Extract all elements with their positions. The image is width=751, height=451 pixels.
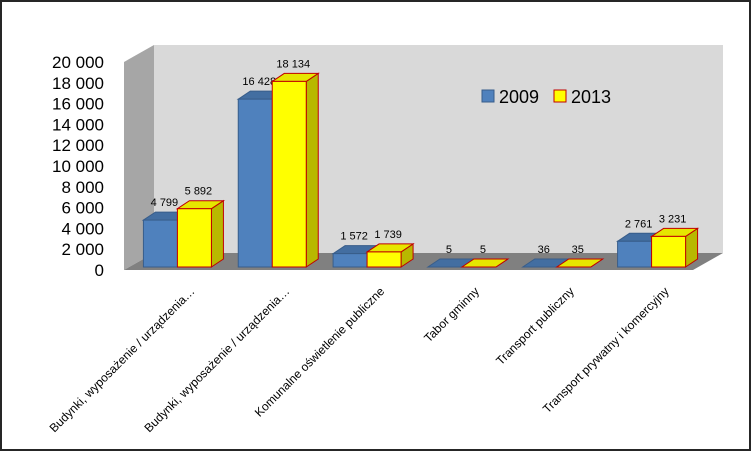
legend-swatch-2009 — [481, 89, 495, 103]
data-label: 16 428 — [242, 76, 276, 88]
data-label: 2 761 — [625, 218, 653, 230]
bar-front-face — [142, 219, 178, 268]
data-label: 18 134 — [276, 58, 310, 70]
bar-2013-1 — [270, 72, 320, 268]
bar-side-face — [305, 72, 319, 268]
y-tick-label: 8 000 — [61, 178, 104, 197]
y-tick-label: 6 000 — [61, 199, 104, 218]
legend-label-2009: 2009 — [499, 87, 539, 107]
bar-2013-0 — [175, 199, 226, 268]
category-label: Tabor gminny — [421, 284, 482, 345]
y-tick-label: 18 000 — [52, 74, 104, 93]
bar-front-face — [651, 235, 687, 268]
data-label: 35 — [572, 244, 584, 256]
data-label: 3 231 — [659, 213, 687, 225]
bar-top-face — [555, 258, 605, 268]
y-tick-label: 14 000 — [52, 115, 104, 134]
bar-front-face — [237, 98, 273, 268]
y-tick-label: 20 000 — [52, 53, 104, 72]
y-tick-label: 10 000 — [52, 157, 104, 176]
bar-2013-5 — [649, 227, 700, 268]
plot-side-wall — [124, 45, 154, 270]
bar-front-face — [366, 251, 402, 268]
category-label: Transport publiczny — [493, 284, 577, 368]
y-tick-label: 12 000 — [52, 136, 104, 155]
bar-top-face — [460, 258, 510, 268]
legend-swatch-2013 — [553, 89, 567, 103]
legend-label-2013: 2013 — [571, 87, 611, 107]
bar-2013-2 — [365, 242, 415, 268]
y-tick-label: 4 000 — [61, 219, 104, 238]
data-label: 5 — [446, 244, 452, 256]
category-label: Budynki, wyposażenie / urządzenia… — [47, 284, 198, 435]
y-tick-label: 16 000 — [52, 95, 104, 114]
bar-2013-3 — [460, 258, 510, 268]
y-tick-label: 0 — [95, 261, 104, 280]
y-tick-label: 2 000 — [61, 240, 104, 259]
bar-front-face — [617, 240, 653, 268]
bar-2013-4 — [555, 258, 605, 268]
bar-front-face — [332, 253, 368, 268]
data-label: 36 — [538, 244, 550, 256]
bar-front-face — [271, 80, 307, 268]
bar-side-face — [210, 199, 224, 268]
data-label: 4 799 — [151, 197, 179, 209]
bar-front-face — [176, 208, 212, 268]
data-label: 5 892 — [185, 186, 213, 198]
data-label: 1 572 — [340, 231, 368, 243]
data-label: 1 739 — [374, 229, 402, 241]
legend: 2009 2013 — [481, 87, 611, 107]
data-label: 5 — [480, 244, 486, 256]
